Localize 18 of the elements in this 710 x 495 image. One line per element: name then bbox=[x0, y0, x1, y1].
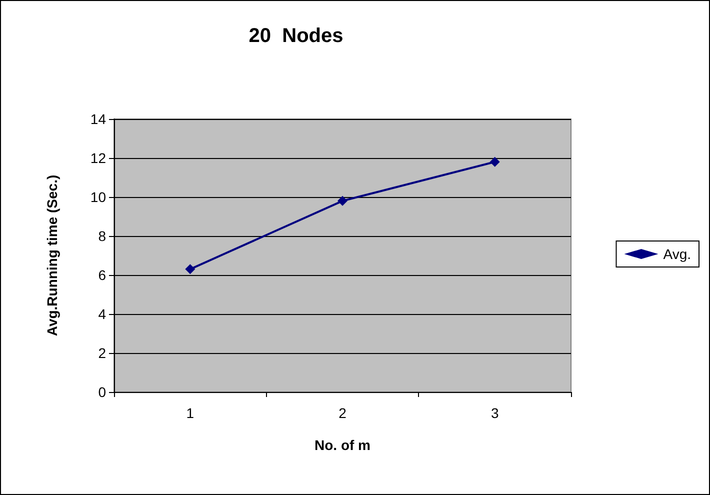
y-tick-label: 12 bbox=[90, 150, 106, 166]
y-tick-label: 14 bbox=[90, 111, 106, 127]
y-tick-label: 0 bbox=[98, 384, 106, 400]
x-tick-label: 3 bbox=[490, 405, 499, 421]
point bbox=[490, 156, 500, 167]
x-tick-label: 2 bbox=[338, 405, 347, 421]
x-tick-label: 1 bbox=[186, 405, 194, 421]
legend-label: Avg. bbox=[663, 246, 692, 262]
point bbox=[338, 196, 348, 206]
point bbox=[185, 264, 196, 274]
y-axis-title: Avg.Running time (Sec.) bbox=[44, 174, 60, 336]
y-tick-label: 4 bbox=[98, 306, 106, 322]
x-axis-title: No. of m bbox=[314, 437, 370, 453]
y-tick-label: 6 bbox=[98, 267, 106, 283]
y-tick-label: 8 bbox=[98, 228, 106, 244]
y-tick-label: 10 bbox=[90, 189, 106, 205]
chart-title: 20 Nodes bbox=[248, 25, 344, 47]
y-tick-label: 2 bbox=[98, 345, 106, 361]
